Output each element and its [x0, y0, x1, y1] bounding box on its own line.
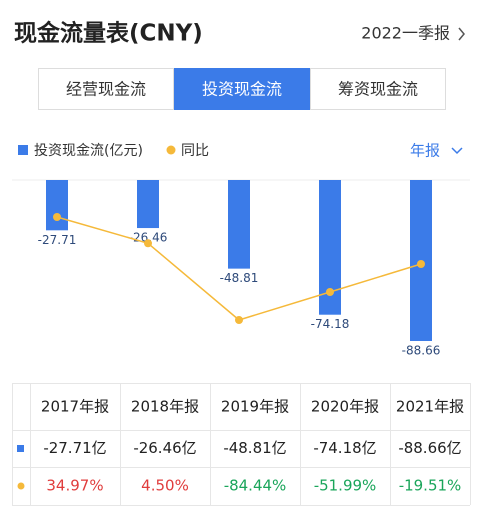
- yoy-point: [53, 213, 61, 221]
- tab-label: 经营现金流: [66, 80, 146, 99]
- tab-label: 投资现金流: [202, 80, 282, 99]
- tab[interactable]: [38, 68, 174, 110]
- yoy-point: [326, 288, 334, 297]
- table-cell: -88.66亿: [398, 439, 461, 457]
- tab[interactable]: [310, 68, 446, 110]
- legend: 投资现金流(亿元) 同比: [18, 143, 209, 159]
- table-cell: -74.18亿: [313, 439, 376, 457]
- table-cell: -19.51%: [399, 477, 462, 495]
- column-header: 2019年报: [221, 398, 289, 416]
- row-swatch: [17, 482, 25, 490]
- column-header: 2018年报: [131, 398, 199, 416]
- bar: [228, 180, 250, 269]
- period-select[interactable]: 年报: [410, 142, 440, 160]
- period-button[interactable]: 2022一季报: [361, 24, 450, 43]
- table-cell: -26.46亿: [133, 439, 196, 457]
- legend-label: 同比: [181, 143, 209, 159]
- bar-value-label: -74.18: [311, 317, 350, 331]
- table-cell: 34.97%: [46, 477, 103, 495]
- bar-value-label: -48.81: [220, 271, 259, 285]
- legend-label: 投资现金流(亿元): [34, 143, 143, 159]
- legend-swatch: [18, 145, 28, 155]
- tab[interactable]: [174, 68, 310, 110]
- bar: [137, 180, 159, 229]
- bar-value-label: -88.66: [402, 344, 441, 358]
- yoy-point: [235, 316, 243, 324]
- column-header: 2017年报: [41, 398, 109, 416]
- yoy-point: [417, 259, 425, 268]
- data-table: 2017年报 2018年报 2019年报 2020年报 2021年报 -27.71亿 -26…: [12, 383, 471, 506]
- column-header: 2020年报: [311, 398, 379, 416]
- bar: [46, 180, 68, 231]
- dropdown-icon: [451, 147, 463, 155]
- tab-bar: 经营现金流 投资现金流 筹资现金流: [38, 68, 446, 110]
- tab-label: 筹资现金流: [338, 80, 418, 99]
- table-cell: -27.71亿: [43, 439, 106, 457]
- bar-value-label: -27.71: [38, 233, 77, 247]
- table-cell: -51.99%: [314, 477, 377, 495]
- page-title: 现金流量表(CNY): [14, 20, 203, 47]
- bar: [319, 180, 341, 315]
- legend-swatch: [166, 145, 176, 155]
- table-cell: 4.50%: [141, 477, 189, 495]
- table-cell: -48.81亿: [223, 439, 286, 457]
- column-header: 2021年报: [396, 398, 464, 416]
- yoy-point: [144, 239, 152, 248]
- table-cell: -84.44%: [224, 477, 287, 495]
- plot: -27.71 -26.46-48.81-74.18-88.66: [38, 180, 441, 358]
- row-swatch: [17, 445, 24, 452]
- chevron-icon: [458, 27, 465, 41]
